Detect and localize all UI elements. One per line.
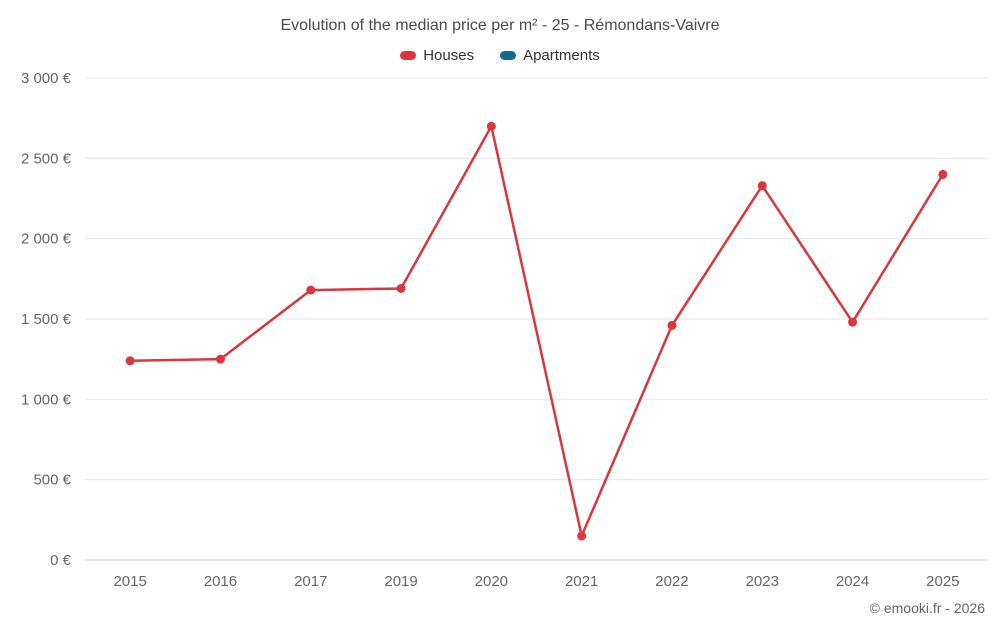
x-axis-tick-label: 2017 xyxy=(294,573,327,590)
data-point[interactable] xyxy=(215,354,225,364)
x-axis-tick-label: 2024 xyxy=(836,573,869,590)
x-axis-tick-label: 2020 xyxy=(475,573,508,590)
data-point[interactable] xyxy=(577,531,587,541)
legend-item-apartments[interactable]: Apartments xyxy=(500,47,600,64)
legend-item-houses[interactable]: Houses xyxy=(400,47,474,64)
y-axis-tick-label: 1 500 € xyxy=(21,311,72,328)
data-point[interactable] xyxy=(125,356,135,366)
credits-text: © emooki.fr - 2026 xyxy=(869,600,985,616)
y-axis-tick-label: 2 000 € xyxy=(21,231,72,248)
x-axis-tick-label: 2015 xyxy=(113,573,146,590)
data-point[interactable] xyxy=(486,121,496,131)
series-line-houses xyxy=(128,124,945,538)
y-axis-tick-label: 500 € xyxy=(33,472,71,489)
x-axis-tick-label: 2019 xyxy=(384,573,417,590)
y-axis-tick-label: 0 € xyxy=(50,552,72,569)
y-axis-tick-label: 1 000 € xyxy=(21,391,72,408)
chart-title: Evolution of the median price per m² - 2… xyxy=(280,17,720,34)
data-point[interactable] xyxy=(757,181,767,191)
x-axis-tick-label: 2021 xyxy=(565,573,598,590)
x-axis-tick-label: 2022 xyxy=(655,573,688,590)
data-point[interactable] xyxy=(848,317,858,327)
legend-label-houses: Houses xyxy=(423,47,475,64)
x-axis-tick-label: 2025 xyxy=(926,573,959,590)
data-point[interactable] xyxy=(938,169,948,179)
data-point[interactable] xyxy=(667,320,677,330)
houses-series-swatch-icon xyxy=(400,51,417,60)
data-point[interactable] xyxy=(396,283,406,293)
y-axis-tick-label: 2 500 € xyxy=(21,150,72,167)
legend: Houses Apartments xyxy=(0,47,1000,64)
data-point[interactable] xyxy=(306,285,316,295)
apartments-series-swatch-icon xyxy=(500,51,517,60)
legend-label-apartments: Apartments xyxy=(523,47,600,64)
y-axis-tick-label: 3 000 € xyxy=(21,70,72,87)
x-axis-tick-label: 2023 xyxy=(746,573,779,590)
x-axis-tick-label: 2016 xyxy=(204,573,237,590)
